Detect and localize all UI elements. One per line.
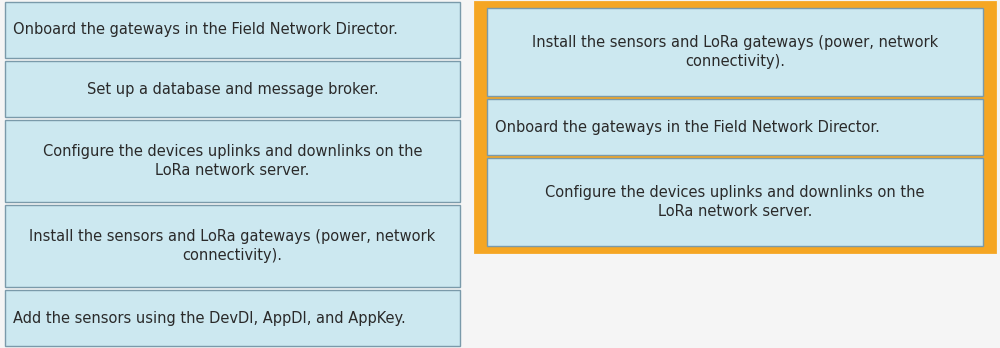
Text: Onboard the gateways in the Field Network Director.: Onboard the gateways in the Field Networ…: [495, 119, 880, 135]
FancyBboxPatch shape: [5, 290, 460, 346]
FancyBboxPatch shape: [5, 61, 460, 117]
FancyBboxPatch shape: [487, 158, 983, 246]
Text: Onboard the gateways in the Field Network Director.: Onboard the gateways in the Field Networ…: [13, 22, 398, 37]
Text: Set up a database and message broker.: Set up a database and message broker.: [87, 81, 378, 96]
FancyBboxPatch shape: [5, 2, 460, 58]
Text: Install the sensors and LoRa gateways (power, network
connectivity).: Install the sensors and LoRa gateways (p…: [29, 229, 436, 263]
FancyBboxPatch shape: [487, 8, 983, 96]
Text: Configure the devices uplinks and downlinks on the
LoRa network server.: Configure the devices uplinks and downli…: [545, 185, 925, 220]
Text: Configure the devices uplinks and downlinks on the
LoRa network server.: Configure the devices uplinks and downli…: [43, 144, 422, 179]
FancyBboxPatch shape: [5, 120, 460, 202]
FancyBboxPatch shape: [475, 2, 995, 252]
Text: Add the sensors using the DevDI, AppDI, and AppKey.: Add the sensors using the DevDI, AppDI, …: [13, 311, 406, 326]
FancyBboxPatch shape: [5, 205, 460, 287]
Text: Install the sensors and LoRa gateways (power, network
connectivity).: Install the sensors and LoRa gateways (p…: [532, 34, 938, 69]
FancyBboxPatch shape: [487, 100, 983, 155]
